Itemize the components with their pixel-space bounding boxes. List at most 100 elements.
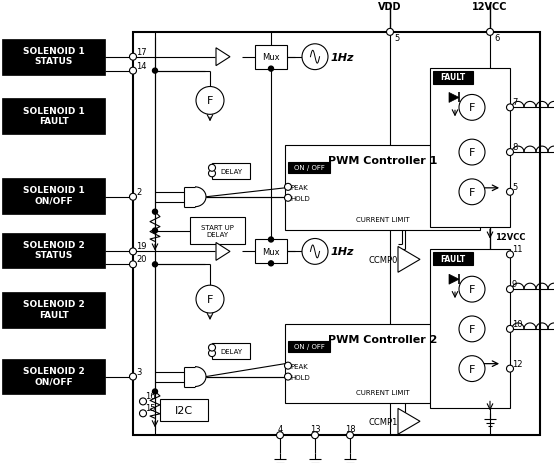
- Bar: [433, 71, 473, 84]
- Text: 12VCC: 12VCC: [495, 232, 526, 242]
- Circle shape: [208, 350, 216, 357]
- Text: F: F: [469, 148, 475, 158]
- Text: F: F: [469, 188, 475, 197]
- Text: 12: 12: [512, 359, 522, 368]
- Text: 1Hz: 1Hz: [331, 53, 355, 63]
- Bar: [190, 217, 245, 245]
- Text: F: F: [207, 96, 213, 106]
- Text: START UP
DELAY: START UP DELAY: [201, 225, 234, 238]
- Circle shape: [269, 67, 274, 72]
- Bar: [2, 293, 105, 328]
- Circle shape: [196, 88, 224, 115]
- Text: SOLENOID 1
ON/OFF: SOLENOID 1 ON/OFF: [23, 186, 84, 205]
- Text: 7: 7: [512, 98, 517, 107]
- Circle shape: [285, 184, 291, 191]
- Text: 18: 18: [345, 424, 355, 433]
- Text: DELAY: DELAY: [220, 169, 242, 175]
- Text: SOLENOID 2
FAULT: SOLENOID 2 FAULT: [23, 300, 84, 319]
- Bar: [255, 46, 287, 69]
- Text: I2C: I2C: [175, 406, 193, 415]
- Circle shape: [152, 229, 157, 233]
- Text: 10: 10: [512, 319, 522, 328]
- Circle shape: [152, 262, 157, 267]
- Text: F: F: [469, 285, 475, 294]
- Circle shape: [506, 365, 514, 372]
- Text: PEAK: PEAK: [290, 363, 308, 369]
- Bar: [160, 400, 208, 421]
- Text: ON / OFF: ON / OFF: [294, 165, 325, 170]
- Circle shape: [506, 251, 514, 258]
- Text: PWM Controller 2: PWM Controller 2: [328, 334, 437, 344]
- Circle shape: [506, 325, 514, 332]
- Polygon shape: [398, 247, 420, 273]
- Text: 15: 15: [145, 403, 156, 413]
- Circle shape: [196, 286, 224, 313]
- Circle shape: [459, 277, 485, 302]
- Circle shape: [486, 29, 494, 36]
- Circle shape: [285, 373, 291, 380]
- Polygon shape: [449, 93, 459, 103]
- Bar: [212, 163, 250, 180]
- Circle shape: [269, 261, 274, 266]
- Polygon shape: [216, 243, 230, 261]
- Bar: [433, 253, 473, 266]
- Text: 20: 20: [136, 255, 146, 264]
- Circle shape: [130, 194, 136, 201]
- Circle shape: [208, 165, 216, 172]
- Text: HOLD: HOLD: [290, 195, 310, 201]
- Text: 17: 17: [136, 48, 147, 56]
- Circle shape: [152, 69, 157, 74]
- Bar: [285, 146, 480, 230]
- Bar: [255, 240, 287, 264]
- Text: CCMP0: CCMP0: [368, 255, 398, 264]
- Circle shape: [459, 140, 485, 166]
- Bar: [430, 69, 510, 227]
- Bar: [430, 250, 510, 408]
- Circle shape: [285, 195, 291, 202]
- Bar: [2, 233, 105, 269]
- Text: 5: 5: [394, 34, 399, 43]
- Circle shape: [130, 54, 136, 61]
- Circle shape: [311, 432, 319, 439]
- Circle shape: [130, 68, 136, 75]
- Circle shape: [302, 239, 328, 265]
- Circle shape: [506, 105, 514, 112]
- Text: F: F: [207, 294, 213, 305]
- Circle shape: [459, 180, 485, 205]
- Bar: [2, 99, 105, 135]
- Circle shape: [152, 210, 157, 215]
- Text: 12VCC: 12VCC: [472, 2, 508, 12]
- Text: 8: 8: [512, 143, 517, 152]
- Text: SOLENOID 2
STATUS: SOLENOID 2 STATUS: [23, 240, 84, 260]
- Circle shape: [459, 316, 485, 342]
- Circle shape: [140, 398, 146, 405]
- Circle shape: [346, 432, 353, 439]
- Text: 3: 3: [136, 367, 141, 376]
- Bar: [2, 179, 105, 214]
- Text: 16: 16: [145, 392, 156, 400]
- Text: 14: 14: [136, 62, 146, 70]
- Text: F: F: [469, 324, 475, 334]
- Polygon shape: [449, 275, 459, 285]
- Circle shape: [152, 389, 157, 394]
- Text: CCMP1: CCMP1: [368, 417, 398, 426]
- Bar: [133, 33, 540, 435]
- Circle shape: [276, 432, 284, 439]
- Text: FAULT: FAULT: [440, 73, 465, 82]
- Text: 4: 4: [278, 424, 283, 433]
- Text: 11: 11: [512, 245, 522, 254]
- Circle shape: [387, 29, 393, 36]
- Circle shape: [269, 238, 274, 243]
- Text: 5: 5: [512, 182, 517, 191]
- Text: FAULT: FAULT: [440, 254, 465, 263]
- Bar: [212, 343, 250, 359]
- Circle shape: [208, 170, 216, 177]
- Text: VDD: VDD: [378, 2, 402, 12]
- Bar: [2, 40, 105, 75]
- Polygon shape: [216, 49, 230, 67]
- Circle shape: [506, 149, 514, 156]
- Text: F: F: [469, 103, 475, 113]
- Text: CURRENT LIMIT: CURRENT LIMIT: [356, 216, 409, 222]
- Circle shape: [459, 356, 485, 382]
- Bar: [288, 163, 330, 174]
